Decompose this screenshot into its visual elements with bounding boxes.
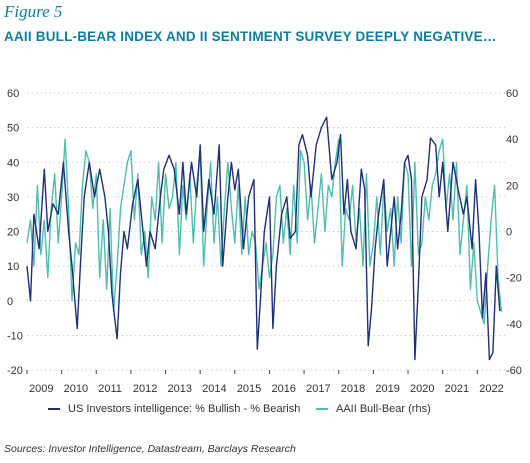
ii-series xyxy=(26,116,501,361)
right-tick-label: -20 xyxy=(506,273,522,285)
left-axis: -20 -10 0 10 20 30 40 50 60 xyxy=(7,88,23,377)
legend-item-aaii: AAII Bull-Bear (rhs) xyxy=(316,403,431,415)
figure-label: Figure 5 xyxy=(4,2,63,21)
legend-label-aaii: AAII Bull-Bear (rhs) xyxy=(336,403,431,415)
grid-lines xyxy=(27,92,505,371)
left-tick-label: 50 xyxy=(7,123,19,135)
x-tick-label: 2013 xyxy=(168,383,192,395)
right-axis: -60 -40 -20 0 20 40 60 xyxy=(506,88,522,377)
left-tick-label: 20 xyxy=(7,227,19,239)
ii-line xyxy=(26,116,501,361)
chart-area: -20 -10 0 10 20 30 40 50 60 -60 -40 -20 0 20 40 60 200… xyxy=(7,88,522,395)
legend-swatch-aaii xyxy=(316,408,328,410)
x-tick-label: 2015 xyxy=(237,383,261,395)
left-tick-label: 10 xyxy=(7,261,19,273)
x-tick-label: 2016 xyxy=(271,383,295,395)
x-tick-label: 2009 xyxy=(29,383,53,395)
source-note: Sources: Investor Intelligence, Datastre… xyxy=(4,443,296,455)
x-tick-label: 2021 xyxy=(445,383,469,395)
x-axis: 2009 2010 2011 2012 2013 2014 2015 2016 2017 2018… xyxy=(26,370,504,395)
x-tick-label: 2017 xyxy=(306,383,330,395)
right-tick-label: -40 xyxy=(506,319,522,331)
x-tick-label: 2020 xyxy=(410,383,434,395)
legend-swatch-ii xyxy=(48,408,60,410)
aaii-series xyxy=(26,138,503,325)
x-tick-label: 2010 xyxy=(64,383,88,395)
x-tick-label: 2014 xyxy=(202,383,226,395)
left-tick-label: 0 xyxy=(7,296,13,308)
right-tick-label: 40 xyxy=(506,134,518,146)
x-tick-label: 2011 xyxy=(98,383,122,395)
left-tick-label: -20 xyxy=(7,365,23,377)
legend-item-ii: US Investors intelligence: % Bullish - %… xyxy=(48,403,300,415)
x-tick-label: 2018 xyxy=(341,383,365,395)
legend-label-ii: US Investors intelligence: % Bullish - %… xyxy=(68,403,301,415)
right-tick-label: -60 xyxy=(506,365,522,377)
x-tick-label: 2022 xyxy=(479,383,503,395)
right-tick-label: 60 xyxy=(506,88,518,100)
aaii-line xyxy=(26,138,503,325)
x-tick-label: 2019 xyxy=(375,383,399,395)
left-tick-label: 30 xyxy=(7,192,19,204)
right-tick-label: 20 xyxy=(506,180,518,192)
x-tick-label: 2012 xyxy=(133,383,157,395)
left-tick-label: 60 xyxy=(7,88,19,100)
left-tick-label: 40 xyxy=(7,157,19,169)
left-tick-label: -10 xyxy=(7,330,23,342)
chart-title: AAII BULL-BEAR INDEX AND II SENTIMENT SU… xyxy=(4,29,497,44)
right-tick-label: 0 xyxy=(506,227,512,239)
